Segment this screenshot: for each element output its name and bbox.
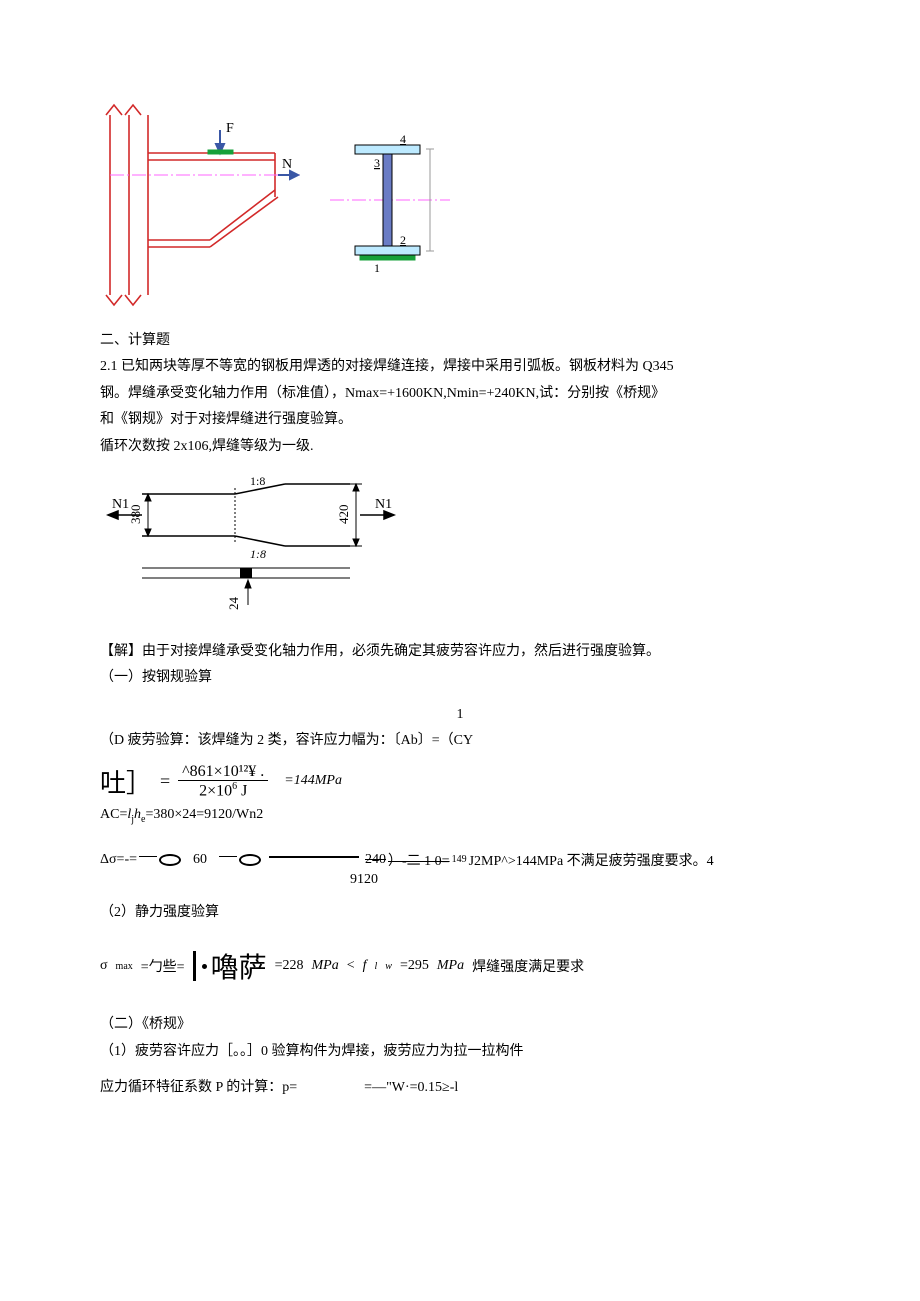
svg-text:N1: N1 bbox=[375, 497, 392, 512]
svg-text:24: 24 bbox=[226, 596, 241, 610]
ac-line: AC=ljhe=380×24=9120/Wn2 bbox=[100, 804, 820, 828]
top-diagrams-row: F N 4 3 2 1 bbox=[100, 100, 820, 310]
sigma-228: =228 bbox=[275, 958, 304, 974]
svg-text:N1: N1 bbox=[112, 497, 129, 512]
svg-text:4: 4 bbox=[400, 132, 406, 146]
sigma-scribble: 嚕萨 bbox=[193, 946, 267, 986]
ds-tail1: ）-二 1 0= bbox=[388, 850, 450, 870]
mpa2: MPa bbox=[437, 958, 464, 974]
sec2-line1: （1）疲劳容许应力［。。］0 验算构件为焊接，疲劳应力为拉一拉构件 bbox=[100, 1041, 820, 1063]
i-section-diagram: 4 3 2 1 bbox=[330, 125, 450, 285]
problem-line-1: 2.1 已知两块等厚不等宽的钢板用焊透的对接焊缝连接，焊接中采用引弧板。钢板材料… bbox=[100, 356, 820, 378]
bracket-diagram: F N bbox=[100, 100, 300, 310]
svg-text:F: F bbox=[226, 121, 234, 136]
under-9120: 9120 bbox=[350, 872, 820, 888]
lt: < bbox=[347, 958, 355, 974]
sigma: σ bbox=[100, 958, 108, 974]
f-sup: w bbox=[385, 961, 392, 972]
delta-sigma-line: Δσ=-= 60 240 ）-二 1 0=149J2MP^>144MPa 不满足… bbox=[100, 850, 820, 870]
plate-weld-diagram: N1 N1 380 420 bbox=[100, 470, 410, 620]
mpa1: MPa bbox=[311, 958, 338, 974]
ds-60: 60 bbox=[193, 852, 207, 868]
fraction: ^861×10¹²¥ . 2×106 J bbox=[178, 763, 268, 801]
sec1-title: （一）按钢规验算 bbox=[100, 667, 820, 689]
overline-2 bbox=[219, 856, 237, 863]
sigma-sub: max bbox=[116, 961, 133, 972]
scribble-chars: 嚕萨 bbox=[211, 946, 267, 986]
sigma-295: =295 bbox=[400, 958, 429, 974]
overline-1 bbox=[139, 856, 157, 863]
ds-prefix: Δσ=-= bbox=[100, 852, 137, 868]
sec1-fatigue-line: （D 疲劳验算：该焊缝为 2 类，容许应力幅为：〔Ab〕=（CY bbox=[100, 730, 820, 752]
ds-240: 240 bbox=[365, 852, 386, 868]
svg-text:380: 380 bbox=[128, 504, 143, 524]
sec2-l2-mid: =—"W·=0.15≥-l bbox=[364, 1080, 458, 1095]
formula-lead: 吐］ bbox=[100, 763, 152, 800]
ds-tail2: J2MP^>144MPa 不满足疲劳强度要求。4 bbox=[469, 850, 714, 870]
eq-sign: = bbox=[160, 771, 170, 792]
svg-text:3: 3 bbox=[374, 156, 380, 170]
oval-2 bbox=[239, 854, 261, 866]
overline-3 bbox=[269, 856, 359, 864]
f-sub: l bbox=[375, 961, 378, 972]
ac-rest: =380×24=9120/Wn2 bbox=[145, 807, 263, 822]
formula-trail: =144MPa bbox=[284, 773, 342, 789]
ac-prefix: AC= bbox=[100, 807, 127, 822]
den-suffix: J bbox=[237, 782, 247, 799]
solution-intro: 【解】由于对接焊缝承受变化轴力作用，必须先确定其疲劳容许应力，然后进行强度验算。 bbox=[100, 641, 820, 663]
sigma-max-row: σmax =勹些= 嚕萨 =228 MPa < flw =295 MPa 焊缝强度满足要求 bbox=[100, 946, 820, 986]
svg-text:N: N bbox=[282, 157, 292, 172]
den-prefix: 2×10 bbox=[199, 782, 232, 799]
ac-he: h bbox=[134, 807, 141, 822]
f: f bbox=[363, 958, 367, 974]
ds-149: 149 bbox=[452, 854, 467, 865]
svg-text:1:8: 1:8 bbox=[250, 547, 266, 561]
svg-text:420: 420 bbox=[336, 504, 351, 524]
problem-line-2: 钢。焊缝承受变化轴力作用（标准值），Nmax=+1600KN,Nmin=+240… bbox=[100, 383, 820, 405]
center-1: 1 bbox=[100, 704, 820, 726]
sigma-eq1: =勹些= bbox=[141, 956, 185, 976]
sec2-title: （二）《桥规》 bbox=[100, 1014, 820, 1036]
oval-1 bbox=[159, 854, 181, 866]
numerator: ^861×10¹²¥ bbox=[182, 763, 256, 780]
sec2-line2: 应力循环特征系数 P 的计算：p= =—"W·=0.15≥-l bbox=[100, 1077, 820, 1099]
sec2-l2-pre: 应力循环特征系数 P 的计算：p= bbox=[100, 1080, 297, 1095]
formula-144mpa: 吐］ = ^861×10¹²¥ . 2×106 J =144MPa bbox=[100, 763, 820, 801]
svg-text:1:8: 1:8 bbox=[250, 474, 265, 488]
svg-text:1: 1 bbox=[374, 261, 380, 275]
problem-line-3: 和《钢规》对于对接焊缝进行强度验算。 bbox=[100, 409, 820, 431]
section-heading: 二、计算题 bbox=[100, 330, 820, 352]
sigma-tail: 焊缝强度满足要求 bbox=[472, 956, 584, 976]
sec1-static-title: （2）静力强度验算 bbox=[100, 902, 820, 924]
svg-text:2: 2 bbox=[400, 233, 406, 247]
num-dot: . bbox=[260, 763, 264, 780]
problem-line-4: 循环次数按 2x106,焊缝等级为一级. bbox=[100, 436, 820, 458]
